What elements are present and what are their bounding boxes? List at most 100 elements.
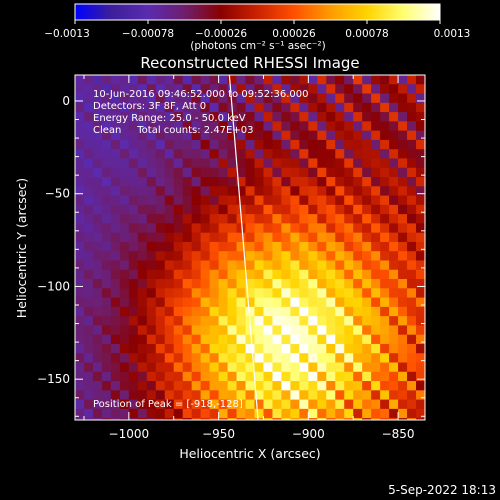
heatmap-cell [281,362,291,373]
heatmap-cell [128,334,139,345]
heatmap-cell [281,93,291,104]
heatmap-cell [281,177,291,187]
heatmap-cell [92,223,103,234]
heatmap-cell [407,186,417,196]
heatmap-cell [362,343,372,354]
heatmap-cell [272,158,282,169]
heatmap-cell [389,269,399,280]
heatmap-cell [263,408,273,419]
heatmap-cell [155,334,166,345]
heatmap-cell [362,139,372,150]
heatmap-cell [173,297,184,308]
heatmap-cell [83,139,94,150]
heatmap-cell [335,204,345,215]
heatmap-cell [173,362,184,373]
heatmap-cell [272,260,282,271]
heatmap-cell [137,167,148,178]
heatmap-cell [200,214,211,224]
heatmap-cell [263,260,273,271]
heatmap-cell [110,232,121,243]
heatmap-cell [83,260,94,271]
heatmap-cell [416,232,425,243]
heatmap-cell [254,84,264,94]
heatmap-cell [92,371,103,382]
heatmap-cell [75,241,85,252]
heatmap-cell [191,279,202,289]
heatmap-cell [75,408,85,419]
heatmap-cell [137,75,148,85]
heatmap-cell [344,316,354,326]
heatmap-cell [353,325,363,336]
heatmap-cell [146,130,157,141]
heatmap-cell [299,297,309,308]
heatmap-cell [326,214,336,224]
heatmap-cell [353,93,363,104]
heatmap-cell [299,390,309,400]
heatmap-cell [299,269,309,280]
heatmap-cell [137,325,148,336]
heatmap-cell [164,84,175,94]
heatmap-cell [380,325,390,336]
heatmap-cell [317,84,327,94]
heatmap-cell [326,204,336,215]
heatmap-cell [137,112,148,122]
heatmap-cell [75,334,85,345]
heatmap-cell [119,177,130,187]
heatmap-cell [245,158,255,169]
heatmap-cell [317,149,327,159]
heatmap-cell [389,343,399,354]
heatmap-cell [101,121,112,132]
heatmap-cell [335,121,345,132]
heatmap-cell [353,279,363,289]
heatmap-cell [263,93,273,104]
heatmap-cell [335,75,345,85]
heatmap-cell [416,121,425,132]
heatmap-cell [407,251,417,261]
heatmap-cell [398,297,408,308]
heatmap-cell [263,84,273,94]
heatmap-cell [335,418,345,420]
heatmap-cell [182,279,193,289]
heatmap-cell [371,75,381,85]
heatmap-cell [128,223,139,234]
heatmap-cell [407,232,417,243]
heatmap-cell [155,343,166,354]
heatmap-cell [290,399,300,410]
heatmap-cell [128,167,139,178]
heatmap-cell [137,306,148,317]
heatmap-cell [236,353,246,363]
heatmap-cell [299,214,309,224]
heatmap-cell [110,418,121,420]
heatmap-cell [155,325,166,336]
heatmap-cell [209,223,219,234]
heatmap-cell [155,214,166,224]
heatmap-cell [308,260,318,271]
heatmap-cell [119,186,130,196]
heatmap-cell [173,232,184,243]
heatmap-cell [407,371,417,382]
heatmap-cell [128,316,139,326]
heatmap-cell [83,399,94,410]
heatmap-cell [362,204,372,215]
heatmap-cell [92,288,103,298]
heatmap-cell [209,204,219,215]
heatmap-cell [362,102,372,113]
heatmap-cell [308,102,318,113]
heatmap-cell [101,75,112,85]
heatmap-cell [227,297,237,308]
heatmap-cell [218,102,228,113]
heatmap-cell [272,93,282,104]
heatmap-cell [146,371,157,382]
heatmap-cell [398,251,408,261]
heatmap-cell [119,418,130,420]
heatmap-cell [245,251,255,261]
heatmap-cell [227,390,237,400]
heatmap-cell [137,195,148,206]
heatmap-cell [227,306,237,317]
heatmap-cell [263,186,273,196]
heatmap-cell [272,121,282,132]
heatmap-cell [119,408,130,419]
heatmap-cell [173,381,184,391]
heatmap-cell [200,279,211,289]
heatmap-cell [371,306,381,317]
